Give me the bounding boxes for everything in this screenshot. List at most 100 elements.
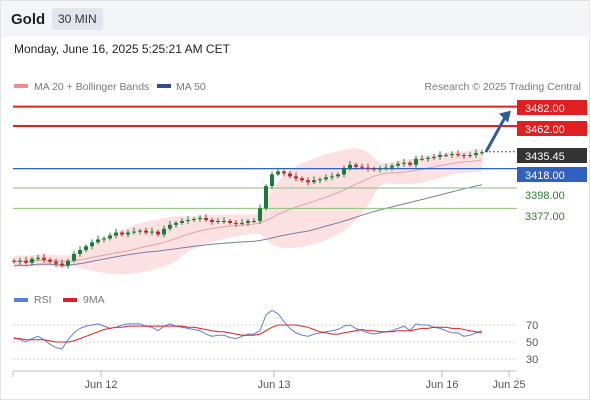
candle [468,155,472,157]
candle [282,171,286,174]
candle [450,154,454,156]
rsi-tick-50: 50 [526,337,538,349]
candle [78,250,82,254]
candle [60,263,64,266]
candle [18,260,22,262]
candle [288,173,292,177]
svg-text:3435.45: 3435.45 [525,151,565,163]
candle [108,235,112,239]
candle [174,222,178,225]
candle [216,221,220,222]
rsi-panel: 70 50 30 [13,309,538,366]
candle [252,221,256,222]
level-3418: 3418.00 [517,167,587,182]
legend-ma20-bb: MA 20 + Bollinger Bands [34,81,149,93]
candle [444,155,448,157]
level-3462: 3462.00 [517,121,587,136]
svg-text:3418.00: 3418.00 [525,170,565,182]
candle [432,157,436,158]
svg-text:3462.00: 3462.00 [525,124,565,136]
candle [360,166,364,168]
candle [420,158,424,160]
time-axis: Jun 12 Jun 13 Jun 16 Jun 25 [12,370,526,391]
candle [204,218,208,220]
candle [438,155,442,157]
legend-9ma: 9MA [83,294,105,306]
candle [168,224,172,229]
candle [72,253,76,261]
candle [180,221,184,223]
candle [234,222,238,224]
rsi-tick-70: 70 [526,320,538,332]
x-label-jun25: Jun 25 [492,379,525,391]
level-3482: 3482.00 [517,100,587,115]
candle [300,178,304,181]
candle [264,186,268,209]
candle [324,177,328,180]
candle [186,220,190,221]
ma9-swatch [63,298,77,302]
legend-rsi: RSI [34,294,52,306]
chart-datetime: Monday, June 16, 2025 5:25:21 AM CET [14,42,230,56]
candle [192,219,196,220]
candle [342,168,346,175]
candle [384,167,388,169]
candle [54,261,58,264]
candle [66,260,70,266]
candle [390,165,394,168]
candle [306,180,310,183]
candle [138,230,142,232]
candle [372,168,376,170]
candle [336,174,340,177]
level-3398: 3398.00 [525,190,565,202]
candle [462,155,466,157]
svg-text:3377.00: 3377.00 [525,211,565,223]
candle [120,232,124,235]
candle [474,153,478,155]
candle [402,162,406,164]
candle [222,221,226,222]
legend-ma50: MA 50 [176,81,206,93]
candle [198,218,202,220]
candle [210,220,214,222]
candle [396,163,400,166]
candle [36,257,40,259]
candle [426,158,430,159]
arrow-head [499,110,511,123]
candle [456,154,460,156]
header-bar: Gold 30 MIN [1,1,589,37]
candle [126,232,130,235]
rsi-swatch [14,298,28,302]
candle [408,162,412,165]
ma50-swatch [157,84,171,88]
ma50-line [13,184,483,267]
svg-text:3482.00: 3482.00 [525,103,565,115]
candle [150,231,154,233]
candle [312,180,316,183]
current-price-label: 3435.45 [517,148,587,163]
candle [156,231,160,235]
candle [246,221,250,223]
candle [90,242,94,247]
candle [414,158,418,165]
x-label-jun12: Jun 12 [84,379,117,391]
svg-text:3398.00: 3398.00 [525,190,565,202]
interval-badge[interactable]: 30 MIN [52,8,103,30]
candle [12,260,16,262]
candle [48,259,52,262]
ma20-bb-swatch [14,84,28,88]
x-label-jun13: Jun 13 [257,379,290,391]
candle [258,208,262,221]
candle [132,231,136,233]
rsi-ma-line [14,324,483,343]
projection-arrow [484,114,508,153]
rsi-line [13,309,483,350]
candle [276,171,280,175]
candle [366,167,370,169]
candle [30,258,34,263]
rsi-tick-30: 30 [526,354,538,366]
candle [480,152,484,154]
candle [354,164,358,167]
